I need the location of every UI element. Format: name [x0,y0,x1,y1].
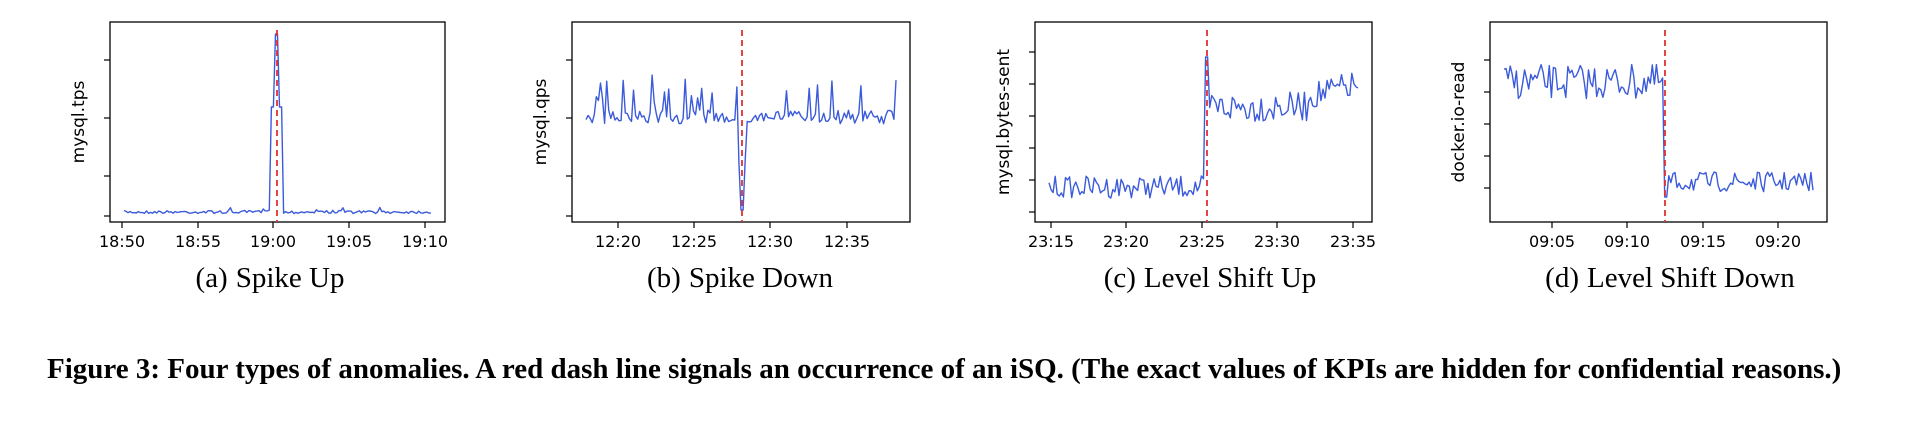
subcaption-c: (c) Level Shift Up [1030,262,1390,295]
kpi-series-line [1048,56,1359,199]
plot-frame [1034,21,1373,223]
subcaption-d: (d) Level Shift Down [1480,262,1860,295]
x-tick-label: 23:15 [1028,232,1074,251]
kpi-series-line [1503,63,1814,198]
subcaption-label: (a) [195,262,228,294]
x-tick-label: 09:05 [1529,232,1575,251]
x-tick-label: 12:25 [671,232,717,251]
y-axis-label: mysql.qps [531,78,551,165]
figure-caption: Figure 3: Four types of anomalies. A red… [47,350,1887,388]
y-axis-label: mysql.bytes-sent [994,49,1014,195]
chart-panel-spike-down: 12:20 12:25 12:30 12:35 mysql.qps [531,21,911,251]
x-tick-label: 23:35 [1330,232,1376,251]
y-axis-label: mysql.tps [69,81,89,164]
subcaption-label: (b) [646,262,681,294]
subcaption-text: Spike Down [688,262,834,294]
x-tick-label: 09:20 [1755,232,1801,251]
x-tick-label: 12:30 [747,232,793,251]
subcaption-text: Spike Up [235,262,345,294]
x-tick-label: 09:10 [1604,232,1650,251]
subcaption-b: (b) Spike Down [570,262,910,295]
chart-panel-level-shift-up: 23:15 23:20 23:25 23:30 23:35 mysql.bytes-sen… [994,21,1376,251]
x-tick-label: 18:50 [99,232,145,251]
figure-caption-text: Four types of anomalies. A red dash line… [167,353,1842,385]
plot-frame [571,21,911,223]
subcaption-label: (c) [1103,262,1136,294]
x-tick-label: 23:25 [1179,232,1225,251]
chart-panel-level-shift-down: 09:05 09:10 09:15 09:20 docker.io-read [1449,21,1828,251]
subcaption-a: (a) Spike Up [110,262,430,295]
kpi-series-line [585,74,897,211]
figure-caption-label: Figure 3: [47,353,161,385]
x-tick-label: 19:00 [250,232,296,251]
subcaption-text: Level Shift Down [1587,262,1795,294]
subcaption-label: (d) [1545,262,1579,294]
chart-panel-spike-up: 18:50 18:55 19:00 19:05 19:10 mysql.tps [69,21,448,251]
x-tick-label: 18:55 [175,232,221,251]
figure-charts: 18:50 18:55 19:00 19:05 19:10 mysql.tps 12:20… [69,21,1828,251]
subcaption-text: Level Shift Up [1143,262,1317,294]
x-tick-label: 12:35 [824,232,870,251]
x-tick-label: 19:10 [402,232,448,251]
plot-frame [1489,21,1828,223]
x-tick-label: 09:15 [1680,232,1726,251]
x-tick-label: 23:20 [1103,232,1149,251]
x-tick-label: 19:05 [326,232,372,251]
x-tick-label: 23:30 [1254,232,1300,251]
x-tick-label: 12:20 [595,232,641,251]
y-axis-label: docker.io-read [1449,62,1469,183]
